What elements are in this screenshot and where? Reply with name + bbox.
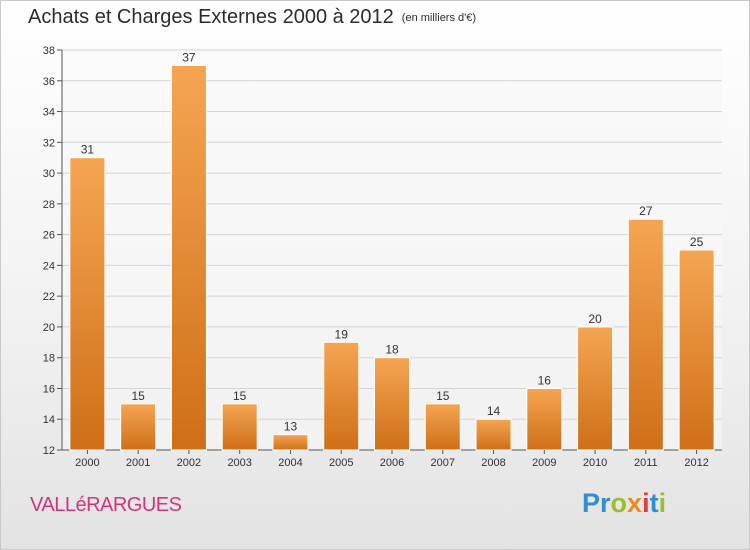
- bar: [526, 387, 563, 451]
- bar: [272, 434, 309, 451]
- bar: [475, 418, 512, 451]
- y-tick-label: 30: [43, 168, 55, 180]
- commune-name: VALLéRARGUES: [30, 494, 182, 516]
- x-tick-label: 2009: [532, 457, 556, 469]
- bar: [678, 249, 715, 451]
- y-tick-label: 34: [43, 107, 55, 119]
- y-tick-label: 18: [43, 353, 55, 365]
- logo-letter: i: [642, 488, 650, 518]
- y-tick-label: 22: [43, 291, 55, 303]
- bar-value-label: 16: [538, 373, 552, 387]
- logo-letter: r: [600, 488, 611, 518]
- bar-value-label: 20: [588, 312, 602, 326]
- x-tick-label: 2003: [227, 457, 251, 469]
- unit-note: (en milliers d'€): [401, 12, 477, 24]
- chart-title-text: Achats et Charges Externes 2000 à 2012: [28, 6, 394, 28]
- bar-value-label: 31: [81, 143, 95, 157]
- bar: [120, 403, 157, 451]
- y-tick-label: 36: [43, 76, 55, 88]
- proxiti-logo[interactable]: Proxiti: [582, 488, 666, 519]
- bar-value-label: 15: [131, 389, 145, 403]
- y-tick-label: 32: [43, 137, 55, 149]
- bar-value-label: 37: [182, 50, 196, 64]
- y-tick-label: 26: [43, 230, 55, 242]
- bar: [69, 157, 106, 451]
- x-tick-label: 2002: [177, 457, 201, 469]
- bar-value-label: 27: [639, 204, 653, 218]
- logo-letter: o: [610, 488, 628, 518]
- y-tick-label: 38: [43, 45, 55, 57]
- x-tick-label: 2008: [481, 457, 505, 469]
- bar-value-label: 14: [487, 404, 501, 418]
- x-tick-label: 2012: [684, 457, 708, 469]
- logo-letter: t: [649, 488, 659, 518]
- x-tick-label: 2005: [329, 457, 353, 469]
- bar: [323, 341, 360, 451]
- bar-value-label: 15: [233, 389, 247, 403]
- y-tick-label: 16: [43, 383, 55, 395]
- bar: [170, 64, 207, 451]
- y-tick-label: 12: [43, 445, 55, 457]
- bar-value-label: 13: [284, 420, 298, 434]
- x-tick-label: 2006: [380, 457, 404, 469]
- bar: [221, 403, 258, 451]
- y-tick-label: 14: [43, 414, 55, 426]
- x-tick-label: 2000: [75, 457, 99, 469]
- bar-value-label: 15: [436, 389, 450, 403]
- bar: [577, 326, 614, 451]
- bar-value-label: 18: [385, 343, 399, 357]
- x-tick-label: 2011: [634, 457, 658, 469]
- y-tick-label: 24: [43, 260, 55, 272]
- logo-letter: x: [627, 488, 643, 518]
- bar: [374, 357, 410, 451]
- logo-letter: i: [658, 488, 667, 518]
- chart-title: Achats et Charges Externes 2000 à 2012 (e…: [28, 6, 476, 29]
- x-tick-label: 2004: [278, 457, 302, 469]
- x-tick-label: 2001: [126, 457, 150, 469]
- y-tick-label: 28: [43, 199, 55, 211]
- logo-letter: P: [582, 488, 601, 518]
- x-tick-label: 2007: [431, 457, 455, 469]
- bar-value-label: 25: [690, 235, 704, 249]
- bar-value-label: 19: [335, 327, 349, 341]
- x-tick-label: 2010: [583, 457, 607, 469]
- bar: [424, 403, 461, 451]
- y-tick-label: 20: [43, 322, 55, 334]
- bar: [627, 218, 664, 451]
